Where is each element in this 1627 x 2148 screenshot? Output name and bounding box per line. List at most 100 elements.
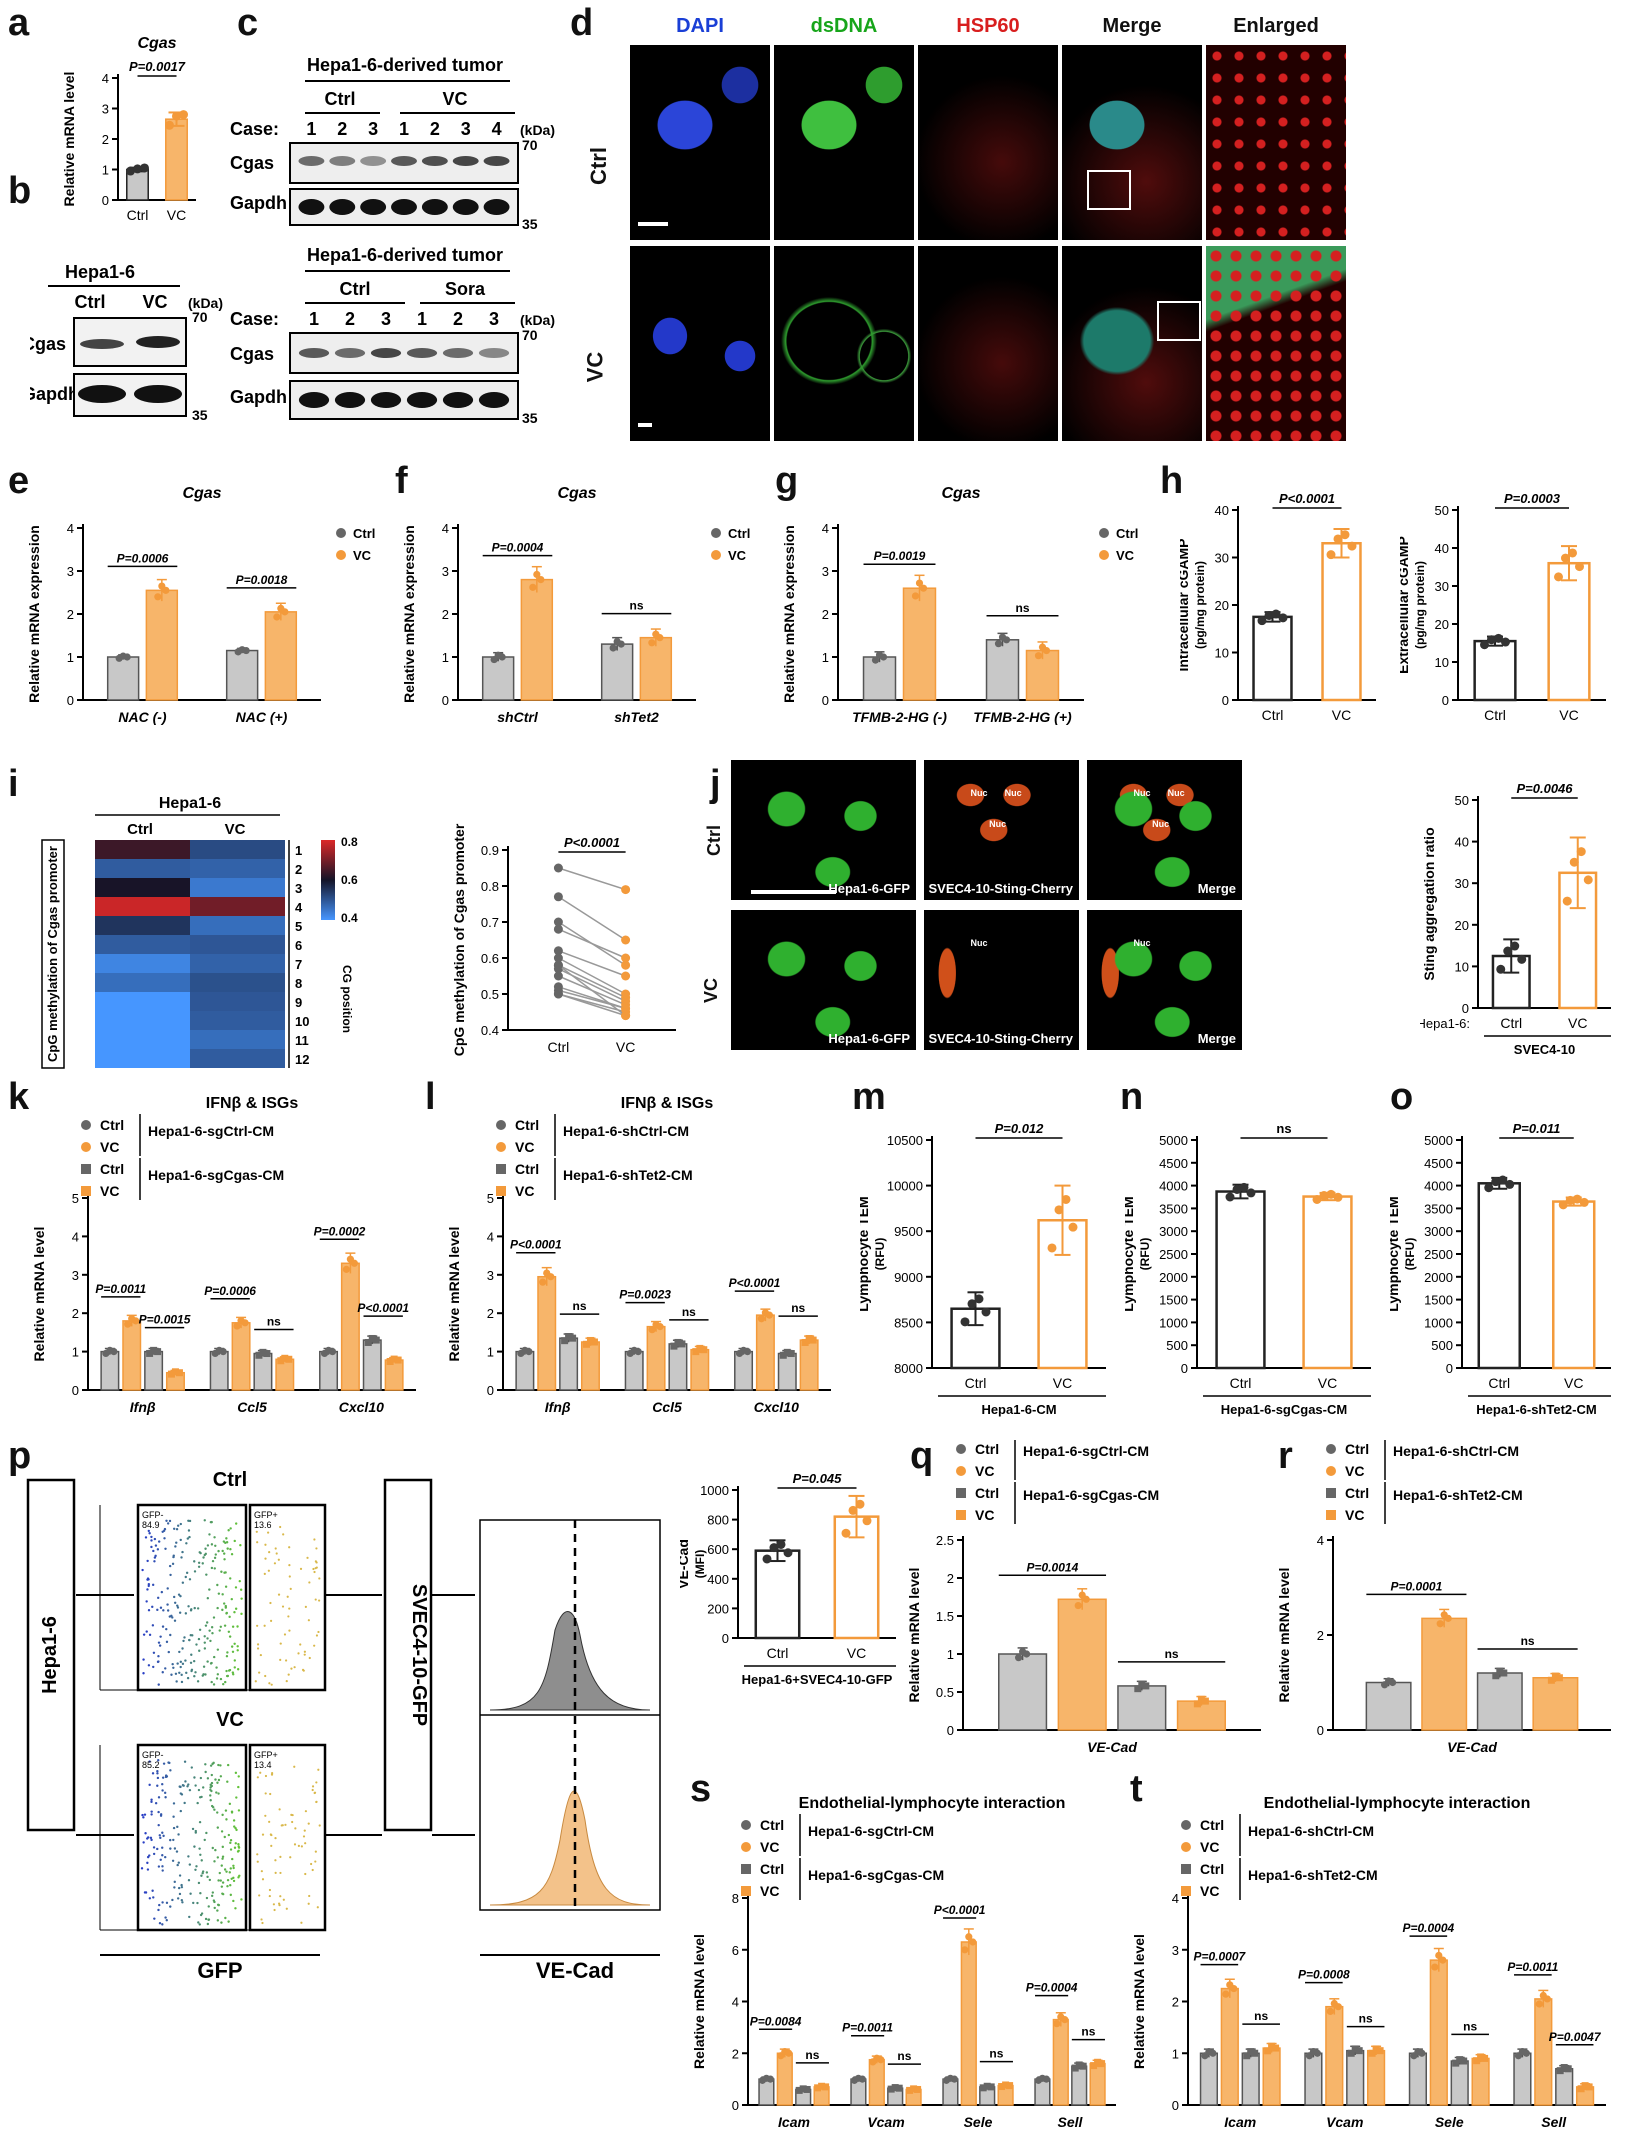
flow-event	[174, 1881, 176, 1883]
flow-event	[180, 1523, 182, 1525]
flow-event	[217, 1673, 219, 1675]
x-tick-label: VC	[1318, 1375, 1337, 1391]
y-tick-label: 5000	[1159, 1133, 1188, 1148]
data-point	[263, 1350, 270, 1357]
flow-event	[225, 1870, 227, 1872]
flow-event	[165, 1628, 167, 1630]
flow-event	[205, 1624, 207, 1626]
legend-label: Ctrl	[975, 1441, 999, 1457]
y-tick-label: 2	[67, 607, 74, 622]
data-point	[1230, 1985, 1237, 1992]
blot-c1-kda: (kDa)	[520, 122, 555, 138]
flow-event	[158, 1824, 160, 1826]
flow-event	[208, 1918, 210, 1920]
flow-event	[221, 1885, 223, 1887]
bar-vc	[961, 1942, 976, 2105]
y-tick-label: 40	[1215, 503, 1229, 518]
flow-event	[207, 1777, 209, 1779]
flow-event	[308, 1619, 310, 1621]
micro-j-image: Hepa1-6-GFP	[731, 910, 916, 1050]
bar-ctrl	[483, 657, 514, 700]
heatmap-cell	[95, 859, 190, 878]
blot-band	[484, 156, 510, 166]
flow-event	[157, 1548, 159, 1550]
flow-gate-label: 13.6	[254, 1520, 272, 1530]
legend-marker	[81, 1186, 91, 1196]
flow-event	[290, 1667, 292, 1669]
flow-event	[198, 1562, 200, 1564]
flow-event	[216, 1584, 218, 1586]
y-tick-label: 40	[1435, 541, 1449, 556]
flow-event	[198, 1847, 200, 1849]
data-point	[220, 1348, 227, 1355]
y-axis-label: Extracellular cGAMP	[1400, 536, 1411, 674]
flow-event	[198, 1566, 200, 1568]
flow-event	[159, 1922, 161, 1924]
micro-j-image: Merge Nuc	[1087, 910, 1242, 1050]
y-tick-label: 3000	[1424, 1224, 1453, 1239]
flow-event	[208, 1629, 210, 1631]
y-tick-label: 2500	[1159, 1247, 1188, 1262]
flow-event	[178, 1593, 180, 1595]
y-tick-label: 40	[1455, 835, 1469, 850]
flow-event	[180, 1539, 182, 1541]
y-tick-label: 1	[822, 650, 829, 665]
flow-event	[207, 1597, 209, 1599]
p-value: P=0.0006	[204, 1284, 256, 1298]
data-point	[849, 1506, 858, 1515]
bar-ctrl	[987, 640, 1019, 700]
flow-event	[163, 1762, 165, 1764]
flow-event	[173, 1802, 175, 1804]
flow-event	[156, 1785, 158, 1787]
flow-event	[166, 1603, 168, 1605]
data-point	[912, 592, 919, 599]
flow-event	[219, 1629, 221, 1631]
bar-ctrl	[1201, 2053, 1218, 2105]
legend-group-label: Hepa1-6-shCtrl-CM	[1393, 1443, 1519, 1459]
blot-case-number: 3	[368, 119, 378, 139]
flow-event	[161, 1789, 163, 1791]
y-tick-label: 0	[487, 1383, 494, 1398]
flow-event	[265, 1792, 267, 1794]
flow-event	[150, 1539, 152, 1541]
x-tick-label: VC	[1559, 707, 1578, 723]
p-value: P=0.0001	[1391, 1579, 1443, 1593]
flow-event	[204, 1763, 206, 1765]
flow-event	[274, 1562, 276, 1564]
flow-event	[305, 1810, 307, 1812]
flow-event	[309, 1657, 311, 1659]
flow-gate	[138, 1745, 246, 1930]
flow-event	[151, 1890, 153, 1892]
data-point	[1439, 1957, 1446, 1964]
flow-event	[225, 1537, 227, 1539]
flow-event	[233, 1643, 235, 1645]
flow-event	[178, 1862, 180, 1864]
flow-event	[237, 1668, 239, 1670]
legend-marker	[741, 1864, 751, 1874]
data-point	[1584, 875, 1593, 884]
flow-gate-label: GFP-	[142, 1750, 164, 1760]
flow-event	[181, 1901, 183, 1903]
flow-event	[194, 1869, 196, 1871]
y-tick-label: 1	[72, 1345, 79, 1360]
flow-event	[196, 1802, 198, 1804]
flow-event	[223, 1602, 225, 1604]
bar-vc	[582, 1342, 599, 1390]
legend-marker	[1181, 1886, 1191, 1896]
p-value: P=0.012	[995, 1121, 1045, 1136]
heatmap-cell	[190, 992, 285, 1011]
flow-event	[238, 1846, 240, 1848]
y-tick-label: 500	[1166, 1338, 1188, 1353]
blot-band	[422, 199, 448, 215]
bar-vc	[640, 638, 671, 700]
blot-c2-group-ctrl: Ctrl	[340, 279, 371, 299]
flow-event	[297, 1652, 299, 1654]
flow-event	[317, 1906, 319, 1908]
blot-c2-row-gapdh: Gapdh	[230, 387, 287, 407]
flow-event	[234, 1659, 236, 1661]
data-point	[920, 585, 927, 592]
data-point	[281, 608, 288, 615]
flow-event	[230, 1894, 232, 1896]
flow-event	[315, 1567, 317, 1569]
flow-event	[288, 1629, 290, 1631]
